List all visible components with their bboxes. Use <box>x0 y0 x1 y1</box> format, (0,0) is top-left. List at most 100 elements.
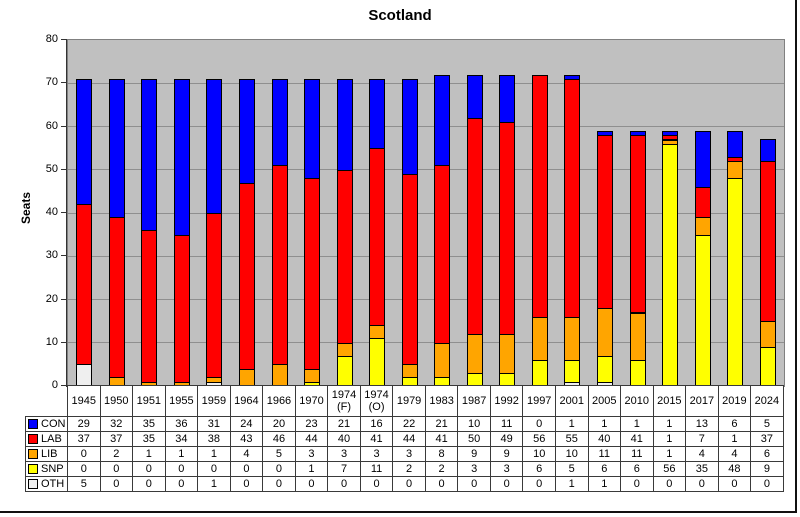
table-value-cell: 9 <box>489 446 524 462</box>
table-value-cell: 35 <box>132 431 166 447</box>
bar-group-2010 <box>621 40 654 386</box>
year-header-cell: 1951 <box>132 385 166 417</box>
bar-stack <box>694 40 711 386</box>
legend-key-con-icon <box>28 419 38 429</box>
table-value-cell: 40 <box>587 431 622 447</box>
table-value-cell: 41 <box>620 431 654 447</box>
y-axis-tick-label: 60 <box>45 119 58 132</box>
bar-segment-lab <box>141 230 158 383</box>
bar-segment-con <box>434 74 451 167</box>
table-value-cell: 0 <box>457 476 491 492</box>
table-row-lab: LAB 37 37 35 34 38 43 46 44 40 41 44 41 50 49 56 55 40 41 1… <box>25 431 784 447</box>
bar-segment-lab <box>759 161 776 323</box>
table-value-cell: 0 <box>620 476 654 492</box>
table-value-cell: 9 <box>457 446 491 462</box>
year-header-cell: 1974 (O) <box>359 385 394 417</box>
bar-stack <box>466 40 483 386</box>
table-value-cell: 4 <box>229 446 264 462</box>
legend-series-name: SNP <box>41 463 64 475</box>
bar-stack <box>662 40 679 386</box>
bar-segment-con <box>662 130 679 137</box>
table-value-cell: 21 <box>424 416 459 432</box>
table-value-cell: 36 <box>164 416 199 432</box>
table-value-cell: 1 <box>717 431 752 447</box>
table-row-con: CON 29 32 35 36 31 24 20 23 21 16 22 21 10 11 0 1 1 1 1 13 6 5 <box>25 416 784 432</box>
table-value-cell: 44 <box>294 431 329 447</box>
table-value-cell: 1 <box>620 416 654 432</box>
table-value-cell: 0 <box>67 446 101 462</box>
bar-stack <box>108 40 125 386</box>
bar-group-2017 <box>686 40 719 386</box>
table-value-cell: 4 <box>717 446 752 462</box>
bar-segment-lab <box>76 204 93 366</box>
table-value-cell: 0 <box>424 476 459 492</box>
table-value-cell: 0 <box>652 476 687 492</box>
legend-entry: CON <box>27 418 67 430</box>
y-axis-tick-label: 40 <box>45 206 58 218</box>
legend-label-cell: OTH <box>25 476 68 492</box>
bar-stack <box>499 40 516 386</box>
y-axis-tick <box>61 168 66 170</box>
table-value-cell: 6 <box>620 461 654 477</box>
bar-segment-con <box>629 130 646 137</box>
y-axis-tick <box>61 255 66 257</box>
year-header-cell: 2017 <box>685 385 719 417</box>
table-value-cell: 3 <box>327 446 361 462</box>
bar-segment-lab <box>369 148 386 327</box>
bar-segment-lab <box>434 165 451 344</box>
y-axis-tick <box>61 298 66 300</box>
bar-segment-snp <box>336 355 353 386</box>
bar-segment-con <box>727 130 744 158</box>
year-header-cell: 1992 <box>489 385 524 417</box>
year-header-cell: 1987 <box>457 385 491 417</box>
table-value-cell: 1 <box>587 416 622 432</box>
bar-group-1945 <box>68 40 101 386</box>
table-value-cell: 0 <box>99 476 134 492</box>
y-axis-tick <box>61 385 66 386</box>
y-axis-tick <box>61 125 66 127</box>
bar-segment-con <box>466 74 483 119</box>
table-value-cell: 6 <box>587 461 622 477</box>
year-header-cell: 2005 <box>587 385 622 417</box>
table-value-cell: 41 <box>359 431 394 447</box>
year-header-cell: 1970 <box>294 385 329 417</box>
bar-group-1992 <box>491 40 524 386</box>
year-header-cell: 2010 <box>620 385 654 417</box>
table-value-cell: 49 <box>489 431 524 447</box>
bar-segment-con <box>304 78 321 180</box>
bar-stack <box>76 40 93 386</box>
bar-segment-snp <box>369 338 386 386</box>
table-value-cell: 2 <box>424 461 459 477</box>
bar-stack <box>141 40 158 386</box>
table-value-cell: 0 <box>262 461 296 477</box>
table-value-cell: 37 <box>99 431 134 447</box>
bar-group-1955 <box>166 40 199 386</box>
gridline <box>68 299 784 300</box>
bar-segment-con <box>369 78 386 150</box>
bar-stack <box>173 40 190 386</box>
bar-segment-snp <box>629 360 646 386</box>
bar-segment-lib <box>238 368 255 386</box>
bar-segment-con <box>759 139 776 163</box>
table-value-cell: 0 <box>229 461 264 477</box>
bar-group-1997 <box>524 40 557 386</box>
bar-segment-lab <box>596 135 613 310</box>
year-header-cell: 2001 <box>554 385 589 417</box>
table-value-cell: 5 <box>750 416 784 432</box>
table-value-cell: 16 <box>359 416 394 432</box>
table-value-cell: 37 <box>750 431 784 447</box>
y-axis-tick <box>61 341 66 343</box>
bar-segment-con <box>206 78 223 214</box>
table-value-cell: 0 <box>522 476 556 492</box>
bar-segment-lib <box>304 368 321 383</box>
bar-group-1959 <box>198 40 231 386</box>
table-value-cell: 31 <box>197 416 231 432</box>
table-value-cell: 0 <box>717 476 752 492</box>
table-value-cell: 0 <box>132 461 166 477</box>
bar-segment-lib <box>434 342 451 379</box>
bar-segment-con <box>596 130 613 137</box>
bar-segment-lab <box>304 178 321 370</box>
table-value-cell: 0 <box>229 476 264 492</box>
table-value-cell: 11 <box>620 446 654 462</box>
gridline <box>68 169 784 171</box>
